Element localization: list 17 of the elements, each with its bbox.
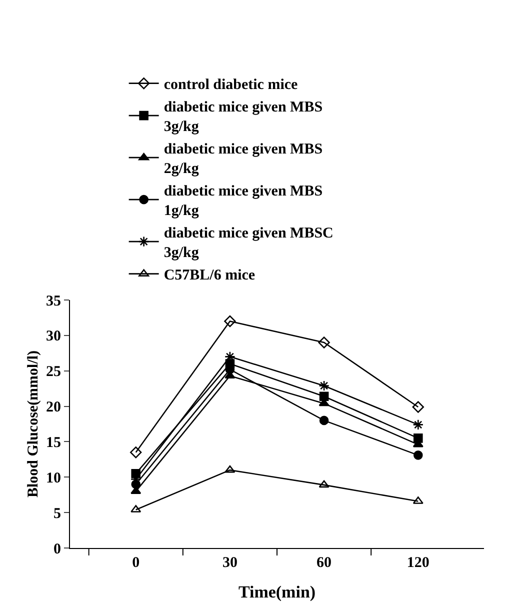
y-tick-label: 15: [46, 434, 61, 451]
y-tick-label: 35: [46, 293, 61, 310]
x-tick-label: 120: [406, 555, 430, 571]
legend-label: diabetic mice given MBSC 3g/kg: [164, 226, 334, 262]
y-tick-label: 30: [46, 328, 61, 345]
x-tick-label: 30: [222, 555, 238, 571]
y-tick-label: 0: [54, 541, 61, 558]
x-axis-title: Time(min): [238, 582, 316, 602]
x-tick-label: 60: [316, 555, 332, 571]
legend-label: control diabetic mice: [164, 77, 298, 94]
y-tick-label: 25: [46, 364, 61, 380]
y-tick-label: 5: [54, 506, 61, 522]
legend-label: C57BL/6 mice: [164, 268, 256, 284]
y-tick-label: 10: [46, 470, 61, 486]
y-axis-title: Blood Glucose(mmol/l): [25, 350, 42, 498]
x-tick-label: 0: [132, 555, 140, 571]
y-tick-label: 20: [46, 400, 61, 416]
